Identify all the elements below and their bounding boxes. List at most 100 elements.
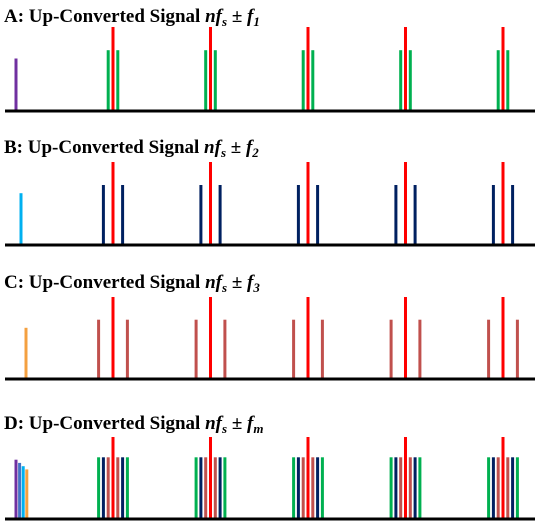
panel-b-carrier-h4 (404, 162, 407, 244)
panel-a-upper-sideband-h2-o1 (213, 50, 217, 110)
panel-d-upper-sideband-h3-o3 (320, 457, 324, 519)
panel-b-marks (19, 162, 515, 244)
panel-b-carrier-h1 (111, 162, 115, 244)
panel-d-lower-sideband-h4-o2 (394, 457, 398, 519)
panel-d-upper-sideband-h5-o3 (515, 457, 519, 519)
panel-d-upper-sideband-h3-o2 (316, 457, 320, 519)
panel-b-upper-sideband-h3-o2 (316, 185, 320, 244)
panel-d-lower-sideband-h4-o3 (389, 457, 393, 519)
panel-c-carrier-h1 (111, 297, 115, 378)
panel-d-upper-sideband-h2-o3 (223, 457, 227, 519)
panel-a-title: A: Up-Converted Signal nfs ± f1 (4, 6, 260, 29)
panel-c-upper-sideband-h1-o3 (125, 319, 129, 378)
panel-d-carrier-h4 (404, 437, 407, 518)
panel-d-lower-sideband-h2-o1 (204, 457, 208, 519)
panel-a-lower-sideband-h3-o1 (301, 50, 305, 110)
panel-c-lower-sideband-h3-o3 (292, 319, 296, 378)
panel-c-lower-sideband-h4-o3 (389, 319, 393, 378)
panel-d-upper-sideband-h4-o3 (418, 457, 422, 519)
panel-d-baseband-line-1 (14, 459, 18, 518)
panel-b-carrier-h5 (501, 162, 505, 244)
panel-c-carrier-h3 (306, 297, 310, 378)
panel-d-lower-sideband-h4-o1 (399, 457, 403, 519)
panel-b-upper-sideband-h2-o2 (218, 185, 222, 244)
panel-a-lower-sideband-h1-o1 (106, 50, 110, 110)
panel-d-lower-sideband-h5-o2 (491, 457, 495, 519)
panel-b-lower-sideband-h2-o2 (199, 185, 203, 244)
panel-d-upper-sideband-h4-o1 (408, 457, 412, 519)
panel-b-baseband-line-1 (19, 193, 23, 244)
panel-d-upper-sideband-h3-o1 (311, 457, 315, 519)
panel-d-lower-sideband-h3-o3 (292, 457, 296, 519)
panel-d-lower-sideband-h1-o2 (101, 457, 105, 519)
panel-a-lower-sideband-h2-o1 (204, 50, 208, 110)
panel-d-upper-sideband-h2-o2 (218, 457, 222, 519)
panel-c-title: C: Up-Converted Signal nfs ± f3 (4, 272, 260, 295)
panel-c-upper-sideband-h2-o3 (223, 319, 227, 378)
panel-c-marks (24, 297, 519, 378)
panel-b-lower-sideband-h5-o2 (491, 185, 495, 244)
panel-d-carrier-h3 (306, 437, 310, 518)
panel-d-carrier-h5 (501, 437, 505, 518)
panel-d-title: D: Up-Converted Signal nfs ± fm (4, 413, 263, 436)
panel-b-carrier-h3 (306, 162, 310, 244)
panel-d-lower-sideband-h3-o2 (296, 457, 300, 519)
panel-d-baseband-line-4 (25, 469, 29, 518)
panel-d-carrier-h1 (111, 437, 115, 518)
panel-d-marks (14, 437, 519, 519)
panel-b-lower-sideband-h1-o2 (101, 185, 105, 244)
panel-b: B: Up-Converted Signal nfs ± f2 (4, 137, 535, 247)
panel-d-lower-sideband-h2-o3 (194, 457, 198, 519)
panel-a-carrier-h4 (404, 27, 407, 110)
panel-a-carrier-h1 (111, 27, 115, 110)
panel-b-upper-sideband-h1-o2 (121, 185, 125, 244)
panel-c-carrier-h5 (501, 297, 505, 378)
panel-d-lower-sideband-h3-o1 (301, 457, 305, 519)
panel-d-upper-sideband-h1-o3 (125, 457, 129, 519)
panel-b-upper-sideband-h5-o2 (511, 185, 515, 244)
panel-a: A: Up-Converted Signal nfs ± f1 (4, 6, 535, 113)
panel-d-upper-sideband-h1-o1 (116, 457, 120, 519)
panel-d-carrier-h2 (209, 437, 212, 518)
panel-b-lower-sideband-h3-o2 (296, 185, 300, 244)
panel-d-lower-sideband-h1-o3 (97, 457, 101, 519)
panel-b-title: B: Up-Converted Signal nfs ± f2 (4, 137, 259, 160)
panel-d-lower-sideband-h1-o1 (106, 457, 110, 519)
panel-a-upper-sideband-h1-o1 (116, 50, 120, 110)
panel-a-carrier-h2 (209, 27, 212, 110)
panel-c-carrier-h4 (404, 297, 407, 378)
panel-d-baseband-line-3 (21, 466, 25, 518)
panel-c-lower-sideband-h2-o3 (194, 319, 198, 378)
panel-a-upper-sideband-h4-o1 (408, 50, 412, 110)
panel-a-carrier-h3 (306, 27, 310, 110)
panel-d-upper-sideband-h5-o2 (511, 457, 515, 519)
panel-a-marks (14, 27, 510, 110)
panel-b-upper-sideband-h4-o2 (413, 185, 417, 244)
panel-d-upper-sideband-h1-o2 (121, 457, 125, 519)
panel-c-baseband-line-1 (24, 327, 28, 378)
panel-d-upper-sideband-h2-o1 (213, 457, 217, 519)
panel-b-carrier-h2 (209, 162, 212, 244)
panel-c-upper-sideband-h4-o3 (418, 319, 422, 378)
panel-c-lower-sideband-h1-o3 (97, 319, 101, 378)
panel-c-lower-sideband-h5-o3 (487, 319, 491, 378)
panel-c-upper-sideband-h5-o3 (515, 319, 519, 378)
panel-b-lower-sideband-h4-o2 (394, 185, 398, 244)
panel-d-upper-sideband-h4-o2 (413, 457, 417, 519)
panel-a-lower-sideband-h5-o1 (496, 50, 500, 110)
panel-d-lower-sideband-h2-o2 (199, 457, 203, 519)
panel-a-lower-sideband-h4-o1 (399, 50, 403, 110)
panel-d-baseband-line-2 (18, 462, 22, 518)
panel-c-carrier-h2 (209, 297, 212, 378)
panel-a-carrier-h5 (501, 27, 505, 110)
panel-d-upper-sideband-h5-o1 (506, 457, 510, 519)
panel-d: D: Up-Converted Signal nfs ± fm (4, 413, 535, 521)
panel-a-upper-sideband-h5-o1 (506, 50, 510, 110)
panel-a-upper-sideband-h3-o1 (311, 50, 315, 110)
panel-a-baseband-line-1 (14, 58, 18, 110)
panel-c: C: Up-Converted Signal nfs ± f3 (4, 272, 535, 381)
panel-d-lower-sideband-h5-o1 (496, 457, 500, 519)
panel-c-upper-sideband-h3-o3 (320, 319, 324, 378)
panel-d-lower-sideband-h5-o3 (487, 457, 491, 519)
